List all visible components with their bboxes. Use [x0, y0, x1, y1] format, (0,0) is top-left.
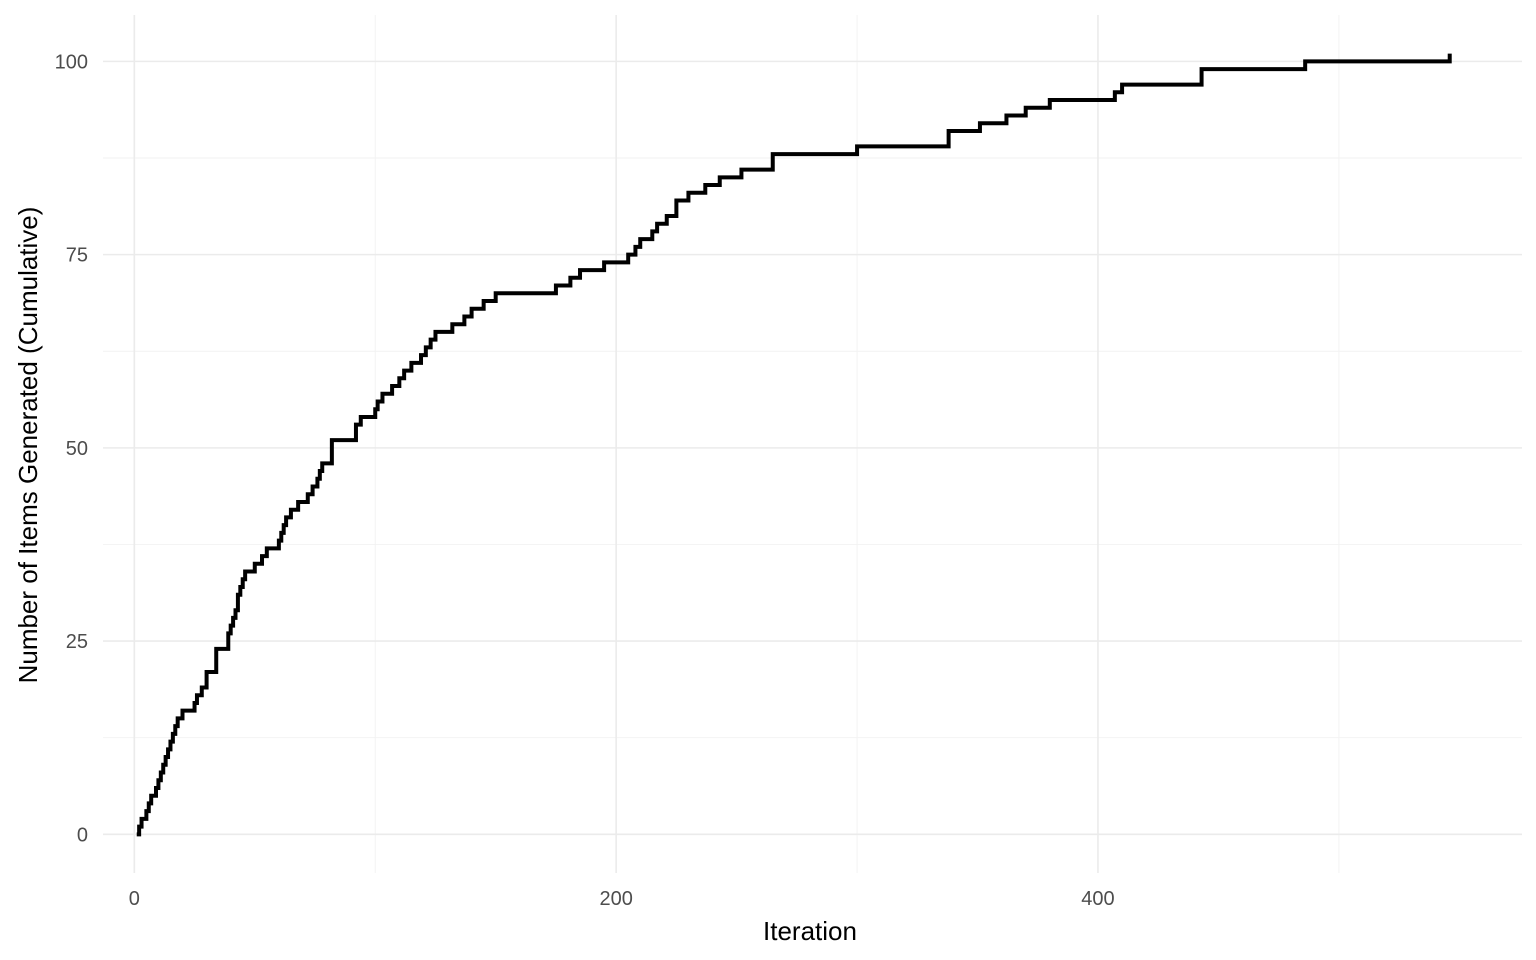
- x-tick-label: 200: [599, 888, 632, 910]
- y-tick-label: 0: [77, 824, 88, 846]
- x-tick-label: 400: [1081, 888, 1114, 910]
- x-axis-title: Iteration: [763, 916, 857, 946]
- minor-gridlines: [103, 15, 1522, 873]
- x-tick-label: 0: [129, 888, 140, 910]
- y-tick-label: 100: [55, 51, 88, 73]
- y-axis-title: Number of Items Generated (Cumulative): [13, 207, 43, 684]
- series-layer: [136, 53, 1452, 837]
- y-tick-label: 75: [66, 245, 88, 267]
- y-tick-label: 50: [66, 438, 88, 460]
- y-axis-tick-labels: 0 25 50 75 100: [55, 51, 88, 846]
- x-axis-tick-labels: 0 200 400: [129, 888, 1115, 910]
- major-gridlines: [103, 15, 1522, 873]
- cumulative-items-step-line: [136, 53, 1452, 837]
- y-tick-label: 25: [66, 631, 88, 653]
